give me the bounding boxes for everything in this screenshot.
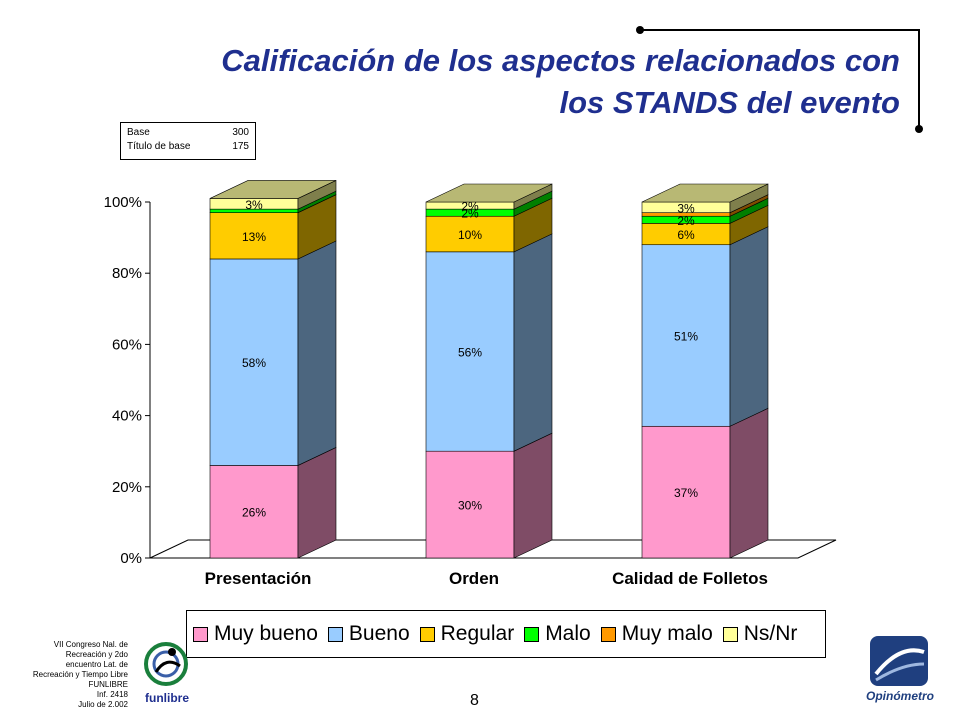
footer-line: Recreación y 2do [65,650,128,659]
data-label: 10% [458,228,482,242]
legend-label: Muy malo [621,622,713,645]
bar-segment-side [729,407,769,559]
base-row: Base 300 [127,126,249,140]
legend-label: Ns/Nr [743,622,798,645]
footer-info: VII Congreso Nal. de Recreación y 2do en… [4,640,128,710]
bar-segment-side [513,432,553,559]
y-tick-label: 40% [112,408,142,425]
legend-item: Malo [524,622,591,646]
data-label: 2% [461,207,479,221]
bracket-dot-start [636,26,644,34]
bar-top-cap [641,183,769,203]
legend-label: Regular [440,622,515,645]
chart-legend: Muy bueno Bueno Regular Malo Muy malo Ns/Nr [186,610,826,658]
data-label: 30% [458,499,482,513]
bar-segment-front [209,212,299,260]
footer-line: Recreación y Tiempo Libre [32,670,128,679]
legend-swatch [419,626,435,642]
bracket-dot-end [915,125,923,133]
opinometro-logo-text: Opinómetro [866,689,934,703]
bar-segment-side [297,446,337,559]
opinometro-logo: Opinómetro [866,636,934,703]
y-tick-label: 20% [112,479,142,496]
data-label: 26% [242,506,266,520]
category-label: Presentación [205,569,312,588]
footer-line: encuentro Lat. de [65,660,128,669]
data-label: 51% [674,330,698,344]
base-title-value: 175 [232,141,249,152]
bar-top-cap [425,183,553,203]
data-label: 2% [677,214,695,228]
chart-title-line2: los STANDS del evento [559,85,901,120]
legend-item: Ns/Nr [722,622,798,646]
data-label: 3% [245,198,263,212]
bar-segment-front [425,215,515,253]
legend-label: Bueno [348,622,410,645]
legend-swatch [327,626,343,642]
base-title-row: Título de base 175 [127,140,249,154]
bar-segment-front [641,425,731,559]
legend-item: Muy malo [600,622,713,646]
data-label: 56% [458,346,482,360]
bar-segment-side [513,233,553,452]
footer-line: Julio de 2.002 [78,700,128,709]
bar-segment-side [297,240,337,466]
base-info-box: Base 300 Título de base 175 [120,122,256,160]
legend-label: Malo [545,622,591,645]
decorative-bracket-right [918,29,920,129]
legend-swatch [524,626,540,642]
category-label: Calidad de Folletos [612,569,768,588]
bar-segment-front [209,258,299,466]
y-tick-label: 0% [120,550,142,567]
footer-line: Inf. 2418 [96,690,128,699]
page-number: 8 [470,692,479,709]
funlibre-logo: funlibre [144,642,189,705]
data-label: 58% [242,356,266,370]
legend-item: Bueno [327,622,410,646]
bar-segment-front [641,244,731,427]
y-tick-label: 60% [112,336,142,353]
decorative-bracket-top [640,29,920,31]
bar-top-cap [209,180,337,199]
chart-title: Calificación de los aspectos relacionado… [80,40,900,124]
legend-label: Muy bueno [214,622,318,645]
footer-line: VII Congreso Nal. de [53,640,128,649]
footer-line: FUNLIBRE [88,680,128,689]
data-label: 37% [674,486,698,500]
bar-segment-front [425,450,515,559]
bar-segment-side [729,226,769,427]
y-tick-label: 80% [112,265,142,282]
legend-swatch [722,626,738,642]
data-label: 13% [242,230,266,244]
bar-segment-front [209,465,299,559]
base-title-label: Título de base [127,141,191,152]
legend-swatch [193,626,208,642]
base-label: Base [127,127,150,138]
legend-swatch [600,626,616,642]
legend-item: Muy bueno [193,622,318,646]
data-label: 2% [461,200,479,214]
category-label: Orden [449,569,499,588]
legend-item: Regular [419,622,515,646]
y-tick-label: 100% [104,194,142,211]
base-value: 300 [232,127,249,138]
chart-title-line1: Calificación de los aspectos relacionado… [221,43,900,78]
funlibre-logo-text: funlibre [145,691,189,705]
data-label: 3% [677,201,695,215]
data-label: 6% [677,228,695,242]
